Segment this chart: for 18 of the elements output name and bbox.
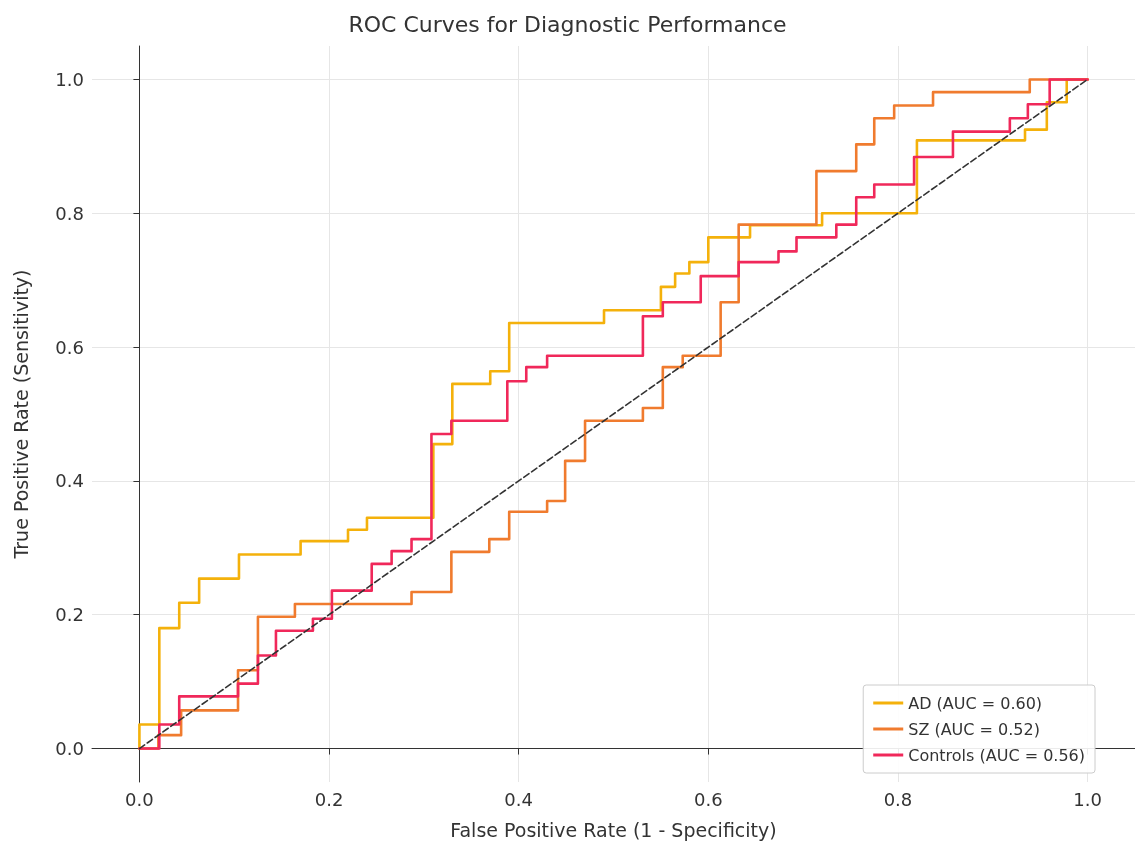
y-tick-label: 0.8: [55, 202, 84, 224]
x-tick-label: 0.4: [504, 788, 533, 810]
y-tick-label: 0.0: [55, 738, 84, 760]
y-tick-label: 0.2: [55, 604, 84, 626]
legend-label: SZ (AUC = 0.52): [908, 719, 1040, 739]
x-axis-title: False Positive Rate (1 - Specificity): [450, 818, 777, 841]
y-tick-label: 1.0: [55, 68, 84, 90]
x-tick-label: 1.0: [1073, 788, 1102, 810]
x-tick-label: 0.2: [314, 788, 344, 810]
legend-label: Controls (AUC = 0.56): [908, 745, 1086, 765]
chart-title: ROC Curves for Diagnostic Performance: [348, 11, 787, 37]
y-tick-label: 0.6: [55, 336, 84, 358]
x-tick-label: 0.8: [883, 788, 913, 810]
y-tick-label: 0.4: [55, 470, 84, 492]
legend-label: AD (AUC = 0.60): [908, 693, 1043, 713]
x-tick-label: 0.0: [125, 788, 154, 810]
y-axis-title: True Positive Rate (Sensitivity): [9, 269, 32, 560]
x-tick-label: 0.6: [694, 788, 723, 810]
